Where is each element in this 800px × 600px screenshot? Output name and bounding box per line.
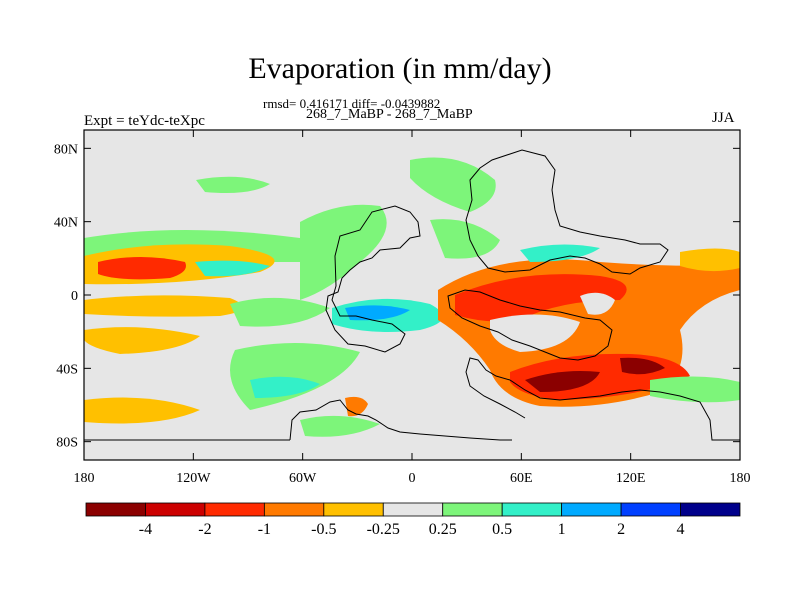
experiment-pair-label: 268_7_MaBP - 268_7_MaBP <box>306 107 473 122</box>
x-tick-label: 60W <box>289 471 317 486</box>
western-continent-outline <box>325 205 421 353</box>
colorbar-label: -4 <box>139 521 152 538</box>
contour-neg-east-ocean <box>680 248 740 272</box>
x-tick-label: 120E <box>616 471 646 486</box>
y-tick-label: 40N <box>54 216 78 231</box>
y-tick-label: 80N <box>54 142 78 157</box>
colorbar-swatch <box>85 502 146 517</box>
x-tick-label: 120W <box>176 471 211 486</box>
y-tick-label: 80S <box>56 436 78 451</box>
contour-pos-southwest-pacific <box>650 376 740 403</box>
colorbar-swatch <box>323 502 384 517</box>
axis-ticks: 180 120W 60W 0 60E 120E 180 80N 40N 0 40S 80S <box>54 130 751 486</box>
season-label: JJA <box>712 110 735 126</box>
contour-mid-pos-south-pacific <box>250 376 320 398</box>
colorbar-swatch <box>204 502 265 517</box>
colorbar-label: 4 <box>677 521 685 538</box>
contour-neg-south-pacific <box>84 327 200 354</box>
x-tick-label: 180 <box>74 471 95 486</box>
contour-pos-south-atlantic <box>300 415 380 437</box>
contour-pos-tropical-pacific <box>230 297 330 327</box>
contour-neutral-indian-ocean <box>490 314 580 352</box>
colorbar-label: 0.25 <box>429 521 457 538</box>
contour-max-neg-south-indian-ocean <box>525 371 600 392</box>
x-tick-label: 0 <box>409 471 416 486</box>
contour-pos-mediterranean <box>430 219 500 259</box>
colorbar-swatch <box>680 502 741 517</box>
rmsd-diff-label: rmsd= 0.416171 diff= -0.0439882 <box>263 96 441 111</box>
colorbar-swatch <box>382 502 444 517</box>
contour-strong-neg-north-pacific <box>98 257 186 280</box>
colorbar-swatch <box>620 502 681 517</box>
colorbar-label: -1 <box>258 521 271 538</box>
plot-title: Evaporation (in mm/day) <box>248 52 552 85</box>
contour-mid-pos-tethys <box>520 244 600 262</box>
colorbar-label: 0.5 <box>492 521 512 538</box>
colorbar-label: 2 <box>617 521 625 538</box>
southern-continent-outline <box>465 357 740 441</box>
colorbar-label: -2 <box>198 521 211 538</box>
contour-mid-pos-north-pacific <box>195 260 270 277</box>
contour-pos-north-atlantic <box>410 157 496 212</box>
colorbar-swatch <box>501 502 563 517</box>
contour-strong-neg-indian-ocean <box>455 274 627 322</box>
colorbar-label: -0.25 <box>367 521 400 538</box>
colorbar-swatch <box>561 502 622 517</box>
colorbar-swatch <box>145 502 206 517</box>
coastlines <box>84 149 740 441</box>
contour-high-pos-tropical-atlantic <box>345 305 410 321</box>
experiment-label: Expt = teYdc-teXpc <box>84 113 205 129</box>
northern-continent-outline <box>465 149 669 275</box>
y-tick-label: 40S <box>56 362 78 377</box>
contour-neg-southern-ocean <box>84 397 200 424</box>
colorbar-swatch <box>263 502 325 517</box>
colorbar-swatch <box>442 502 503 517</box>
colorbar: -4 -2 -1 -0.5 -0.25 0.25 0.5 1 2 4 <box>85 502 741 538</box>
central-continent-outline <box>447 289 613 361</box>
evaporation-field <box>84 130 740 460</box>
colorbar-label: -0.5 <box>311 521 336 538</box>
contour-max-neg-south-indian-ocean-east <box>620 357 665 375</box>
contour-pos-north-pacific-high <box>196 176 270 193</box>
colorbar-label: 1 <box>558 521 566 538</box>
x-tick-label: 180 <box>730 471 751 486</box>
antarctic-outline <box>289 399 512 441</box>
contour-neutral-indian-ocean-east <box>580 292 615 315</box>
contour-pos-atlantic <box>300 204 387 300</box>
contour-neg-tropical-pacific <box>84 295 243 317</box>
x-tick-label: 60E <box>510 471 533 486</box>
y-tick-label: 0 <box>71 289 78 304</box>
